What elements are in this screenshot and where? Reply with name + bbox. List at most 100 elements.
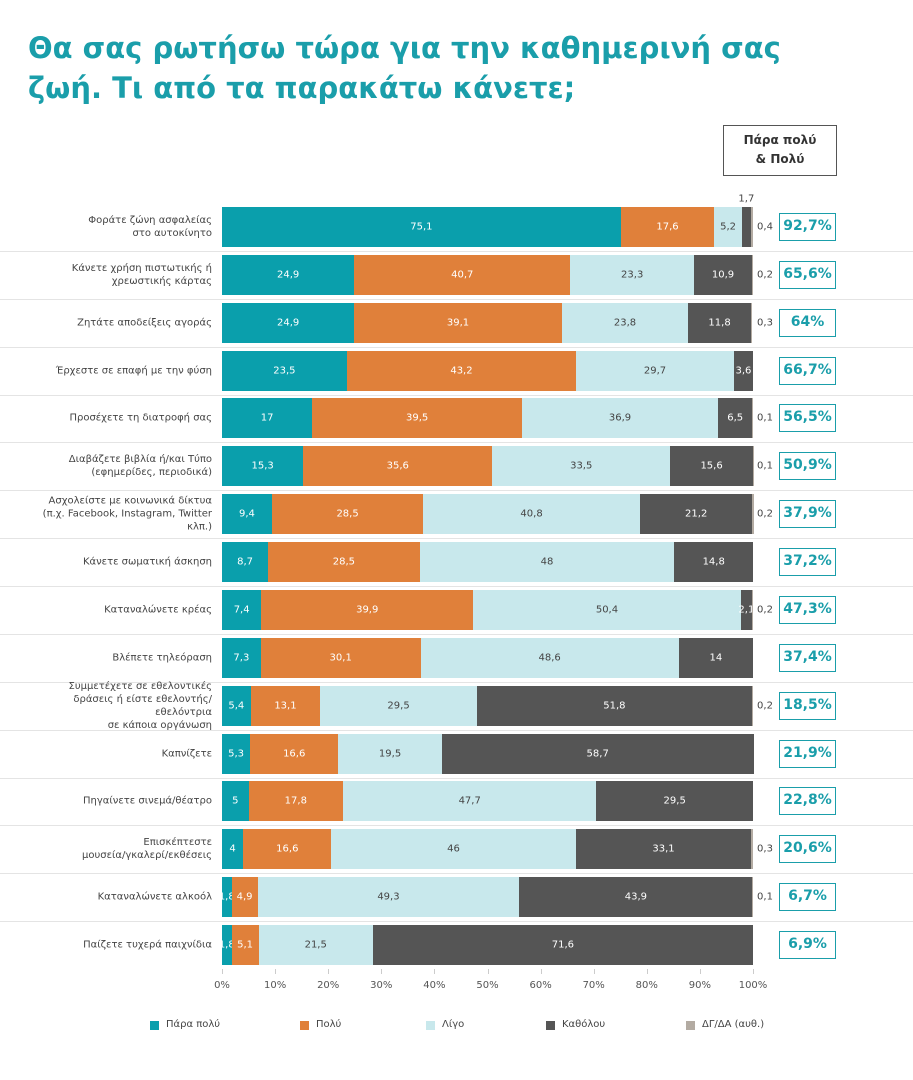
summary-value: 6,7% <box>779 883 836 912</box>
row-separator <box>0 442 913 444</box>
bar-segment <box>751 589 753 630</box>
category-label: Βλέπετε τηλεόραση <box>112 652 212 664</box>
tick-mark <box>753 969 754 974</box>
x-tick-label: 90% <box>688 980 712 991</box>
bar-segment <box>752 877 753 918</box>
data-label: 5,2 <box>720 221 736 233</box>
data-label: 17,8 <box>284 795 307 807</box>
bar-segment <box>222 637 261 678</box>
summary-value: 37,9% <box>779 500 836 529</box>
data-label: 0,1 <box>757 412 773 424</box>
bar-segment <box>717 398 753 439</box>
bar-segment <box>561 302 689 343</box>
bar-segment <box>354 302 562 343</box>
summary-value: 6,9% <box>779 931 836 960</box>
data-label: 49,3 <box>377 891 400 903</box>
summary-value: 18,5% <box>779 691 836 720</box>
row-separator <box>0 681 913 683</box>
bar-segment <box>222 446 304 487</box>
bar-segment <box>576 350 734 391</box>
data-label: 0,2 <box>757 508 773 520</box>
bar-segment <box>243 829 332 870</box>
data-label: 19,5 <box>378 748 402 760</box>
summary-header: Πάρα πολύ & Πολύ <box>723 125 837 176</box>
data-label: 50,4 <box>595 604 619 616</box>
data-label: 75,1 <box>410 221 433 233</box>
data-label: 40,8 <box>520 508 543 520</box>
tick-mark <box>434 969 436 974</box>
data-label: 28,5 <box>336 508 359 520</box>
bar-segment <box>222 350 347 391</box>
data-label: 5,1 <box>237 939 254 951</box>
data-label: 13,1 <box>274 700 297 712</box>
bar-segment <box>752 398 753 439</box>
bar-segment <box>231 925 259 966</box>
x-tick-label: 40% <box>423 980 446 991</box>
row-separator <box>0 586 913 588</box>
summary-value: 20,6% <box>779 835 836 864</box>
bar-segment <box>343 781 597 822</box>
legend-label: Πάρα πολύ <box>166 1019 221 1030</box>
bar-segment <box>320 685 477 726</box>
data-label: 33,1 <box>652 843 675 855</box>
data-label: 28,5 <box>332 556 355 568</box>
data-label: 58,7 <box>586 748 609 760</box>
summary-value: 37,2% <box>779 548 836 577</box>
bar-segment <box>222 829 244 870</box>
data-label: 1,8 <box>218 891 235 903</box>
summary-value: 47,3% <box>779 595 836 624</box>
data-label: 48,6 <box>538 652 561 664</box>
summary-value: 64% <box>779 308 836 337</box>
legend-swatch <box>150 1021 159 1030</box>
row-separator <box>0 346 913 348</box>
legend-swatch <box>546 1021 555 1030</box>
bar-segment <box>694 254 752 295</box>
row-separator <box>0 490 913 492</box>
category-label: Κάνετε χρήση πιστωτικής ή χρεωστικής κάρ… <box>71 262 212 287</box>
data-label: 23,3 <box>621 269 644 281</box>
row-separator <box>0 538 913 540</box>
data-label: 7,3 <box>233 652 250 664</box>
data-label: 17 <box>260 412 274 424</box>
data-label: 17,6 <box>656 221 679 233</box>
bar-segment <box>222 781 249 822</box>
summary-value: 37,4% <box>779 643 836 672</box>
bar-segment <box>222 207 621 247</box>
bar-segment <box>751 685 753 726</box>
data-label: 29,5 <box>387 700 410 712</box>
bar-segment <box>260 637 421 678</box>
tick-mark <box>699 969 701 974</box>
x-tick-label: 100% <box>738 980 768 991</box>
row-separator <box>0 633 913 635</box>
bar-segment <box>250 685 321 726</box>
bar-segment <box>678 637 753 678</box>
x-tick-label: 70% <box>582 980 605 991</box>
x-tick-label: 80% <box>635 980 658 991</box>
bar-segment <box>674 542 753 583</box>
data-label: 7,4 <box>233 604 250 616</box>
data-label: 0,2 <box>757 700 773 712</box>
bar-segment <box>575 829 752 870</box>
data-label: 5 <box>232 795 239 807</box>
category-label: Πηγαίνετε σινεμά/θέατρο <box>83 795 212 807</box>
bar-segment <box>423 494 640 535</box>
data-label: 1,7 <box>738 193 755 205</box>
data-label: 29,7 <box>643 365 667 377</box>
bar-segment <box>751 254 753 295</box>
data-label: 15,3 <box>251 460 274 472</box>
data-label: 39,1 <box>446 317 470 329</box>
data-label: 24,9 <box>276 269 300 281</box>
data-label: 5,3 <box>228 748 245 760</box>
data-label: 0,1 <box>757 460 773 472</box>
data-label: 51,8 <box>603 700 626 712</box>
data-label: 4,9 <box>236 891 253 903</box>
category-label: Κάνετε σωματική άσκηση <box>82 556 212 568</box>
data-label: 43,2 <box>450 365 473 377</box>
data-label: 3,6 <box>735 365 752 377</box>
bar-segment <box>639 494 753 535</box>
data-label: 33,5 <box>570 460 593 472</box>
bar-segment <box>752 494 754 535</box>
legend-label: ΔΓ/ΔΑ (αυθ.) <box>702 1019 765 1030</box>
data-label: 10,9 <box>711 269 735 281</box>
bar-segment <box>222 589 262 630</box>
